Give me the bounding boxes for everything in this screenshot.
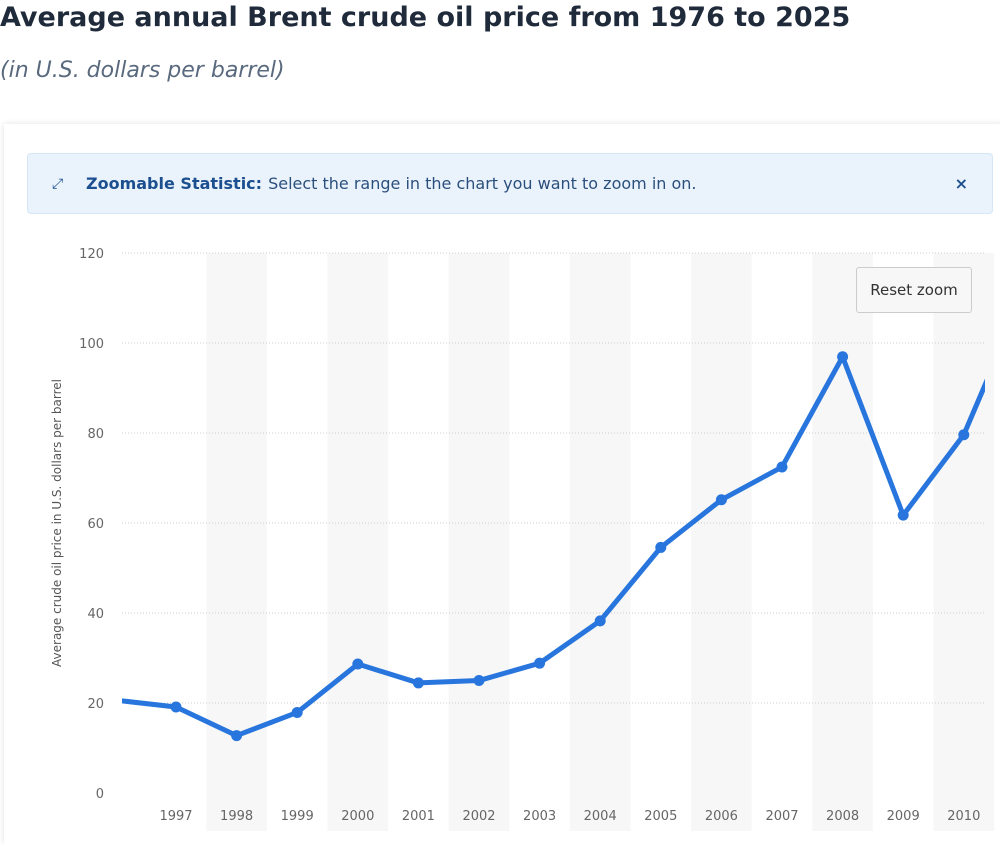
- x-tick-label: 2005: [644, 809, 677, 824]
- reset-zoom-button[interactable]: Reset zoom: [856, 267, 972, 313]
- data-point-2009[interactable]: [897, 509, 909, 521]
- series-line: [122, 354, 985, 739]
- page-title: Average annual Brent crude oil price fro…: [0, 2, 851, 33]
- data-point-2006[interactable]: [715, 494, 727, 506]
- close-icon[interactable]: ×: [954, 174, 968, 193]
- band-1998: [206, 253, 267, 831]
- data-point-2003[interactable]: [534, 657, 546, 669]
- banner-label: Zoomable Statistic:: [86, 174, 263, 193]
- data-point-2000[interactable]: [352, 658, 364, 670]
- data-point-1996[interactable]: [110, 695, 121, 706]
- y-tick-label: 120: [79, 247, 104, 262]
- data-point-1997[interactable]: [170, 701, 182, 713]
- expand-arrows-icon: ⤢: [52, 175, 64, 192]
- x-tick-label: 1997: [159, 809, 192, 824]
- data-point-2005[interactable]: [655, 541, 667, 553]
- banner-text: Select the range in the chart you want t…: [268, 174, 697, 193]
- data-point-1998[interactable]: [231, 730, 243, 742]
- x-tick-label: 2004: [584, 809, 617, 824]
- x-tick-label: 2007: [765, 809, 798, 824]
- y-tick-label: 60: [87, 517, 104, 532]
- x-tick-label: 2003: [523, 809, 556, 824]
- x-tick-label: 2009: [887, 809, 920, 824]
- band-2010: [933, 253, 995, 831]
- data-point-2004[interactable]: [594, 615, 606, 627]
- y-axis-label: Average crude oil price in U.S. dollars …: [50, 379, 64, 667]
- y-tick-label: 100: [79, 337, 104, 352]
- data-point-2007[interactable]: [776, 461, 788, 473]
- x-tick-label: 2002: [462, 809, 495, 824]
- y-tick-label: 40: [87, 607, 104, 622]
- x-tick-label: 1999: [281, 809, 314, 824]
- band-2008: [812, 253, 873, 831]
- x-tick-label: 2010: [947, 809, 980, 824]
- x-tick-label: 1998: [220, 809, 253, 824]
- band-2000: [327, 253, 389, 831]
- band-2002: [448, 253, 510, 831]
- x-tick-label: 2000: [341, 809, 374, 824]
- series-group: [110, 351, 985, 742]
- x-tick-label: 2008: [826, 809, 859, 824]
- y-tick-label: 20: [87, 697, 104, 712]
- x-tick-label: 2006: [705, 809, 738, 824]
- data-point-2008[interactable]: [837, 351, 849, 363]
- page-subtitle: (in U.S. dollars per barrel): [0, 58, 285, 83]
- y-tick-label: 80: [87, 427, 104, 442]
- y-tick-label: 0: [96, 787, 104, 802]
- x-tick-label: 2001: [402, 809, 435, 824]
- data-point-1999[interactable]: [291, 706, 303, 718]
- data-point-2002[interactable]: [473, 675, 485, 687]
- data-point-2010[interactable]: [958, 429, 970, 441]
- band-2004: [569, 253, 631, 831]
- zoomable-banner: ⤢ Zoomable Statistic: Select the range i…: [27, 153, 993, 214]
- band-2006: [691, 253, 752, 831]
- data-point-2001[interactable]: [412, 677, 424, 689]
